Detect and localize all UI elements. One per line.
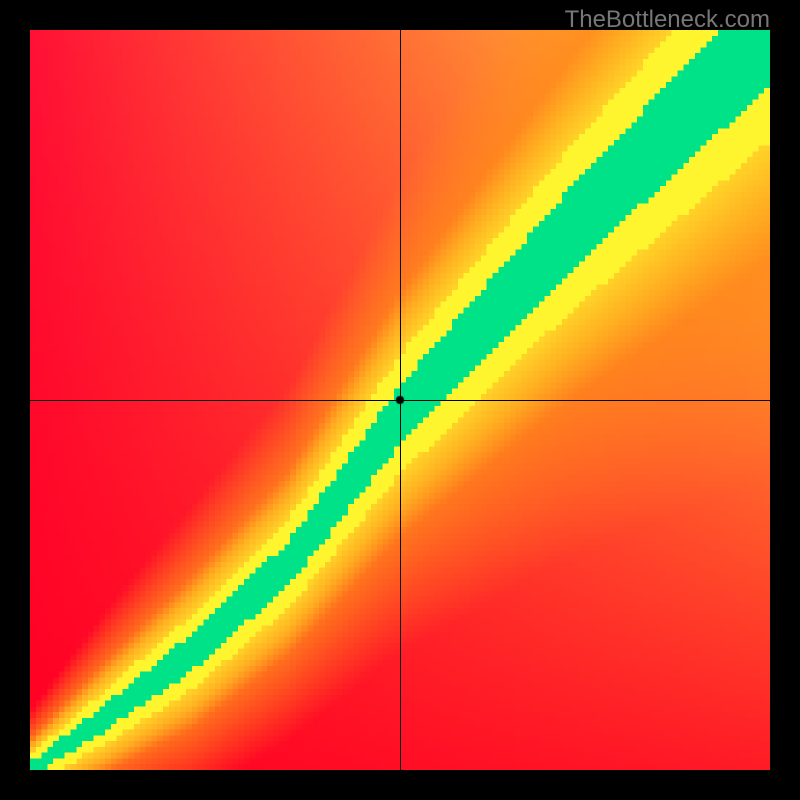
plot-area	[30, 30, 770, 770]
heatmap-canvas	[30, 30, 770, 770]
